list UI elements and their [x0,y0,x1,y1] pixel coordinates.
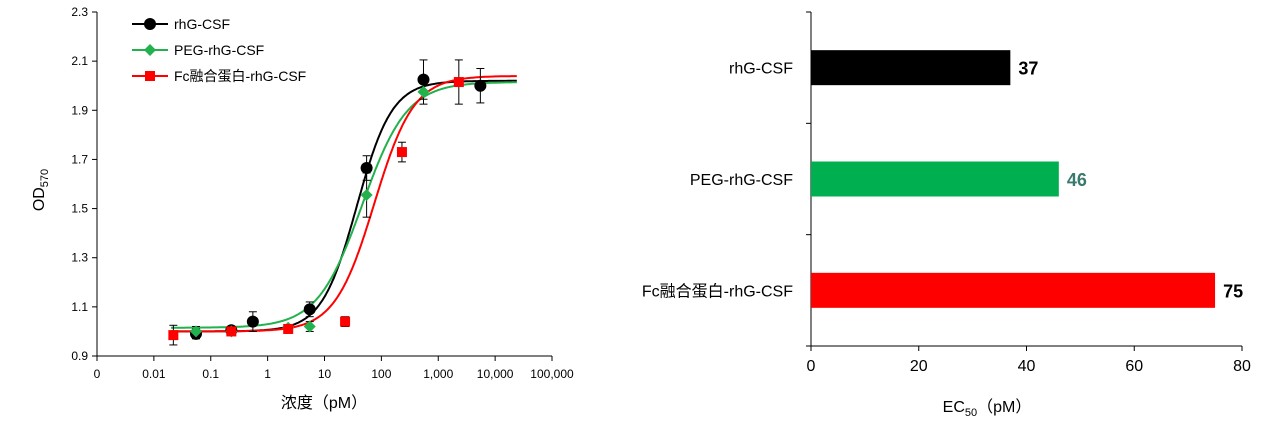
fit-curve-peg [171,81,517,329]
legend-marker-rhg [144,18,156,30]
y-axis-title-main: OD [31,187,48,211]
bar-3 [811,272,1216,308]
data-point-fc [283,323,294,334]
value-label: 46 [1067,170,1087,190]
x-axis-title-subscript: 50 [965,407,977,419]
data-point-rhg [474,79,487,92]
y-tick-label: 1.1 [71,300,88,314]
x-tick-label: 10,000 [477,367,514,381]
value-label: 37 [1018,59,1038,79]
bar-2 [811,161,1059,197]
x-tick-label: 10 [318,367,332,381]
data-point-rhg [360,162,373,175]
x-axis-ticks: 0 20 40 60 80 [807,346,1251,375]
x-axis-ticks: 0 0.01 0.1 1 10 100 1,000 10,000 100,000 [94,356,574,381]
y-tick-label: 2.1 [71,54,88,68]
data-point-fc [453,77,464,88]
y-tick-label: 0.9 [71,349,88,363]
fit-curve-rhg [171,79,517,333]
data-point-peg [417,85,430,98]
x-tick-label: 0 [807,358,816,375]
y-tick-label: 1.7 [71,152,88,166]
data-point-peg [360,189,373,202]
x-tick-label: 60 [1125,358,1143,375]
category-labels: rhG-CSF PEG-rhG-CSF Fc融合蛋白-rhG-CSF [642,61,793,301]
fit-curves [171,75,517,333]
x-axis-title: EC50（pM） [943,398,1032,419]
x-tick-label: 80 [1233,358,1251,375]
y-tick-label: 2.3 [71,5,88,19]
y-axis-title: OD570 [31,169,51,211]
legend: rhG-CSF PEG-rhG-CSF Fc融合蛋白-rhG-CSF [132,16,306,84]
legend-marker-peg [144,44,156,56]
x-tick-label: 40 [1018,358,1036,375]
x-axis-title: 浓度（pM） [281,394,367,412]
x-tick-label: 100 [371,367,391,381]
data-point-peg [189,325,202,338]
x-axis-title-main: EC [943,399,965,416]
bars [811,50,1216,308]
legend-marker-fc [145,71,155,81]
fit-curve-fc [171,75,517,333]
x-tick-label: 0 [94,367,101,381]
data-point-peg [303,320,316,333]
category-label: rhG-CSF [729,61,793,78]
y-axis-ticks: 0.9 1.1 1.3 1.5 1.7 1.9 2.1 2.3 [71,5,97,363]
category-label: PEG-rhG-CSF [690,172,793,189]
value-label: 75 [1223,281,1243,301]
dose-response-chart: 0.9 1.1 1.3 1.5 1.7 1.9 2.1 2.3 0 0.01 0.1 1 10 100 1… [31,5,574,412]
x-tick-label: 0.1 [202,367,219,381]
data-point-fc [168,330,179,341]
bar-1 [811,50,1011,86]
legend-label-peg: PEG-rhG-CSF [174,42,264,58]
y-tick-label: 1.3 [71,251,88,265]
legend-label-rhg: rhG-CSF [174,16,230,32]
x-tick-label: 0.01 [142,367,166,381]
value-labels: 37 46 75 [1018,59,1243,302]
x-tick-label: 100,000 [530,367,574,381]
data-point-rhg [303,303,316,316]
x-axis-title-unit: （pM） [977,398,1031,416]
x-tick-label: 1,000 [423,367,453,381]
data-point-fc [396,147,407,158]
category-label: Fc融合蛋白-rhG-CSF [642,282,793,300]
data-point-fc [340,316,351,327]
data-points [168,59,487,346]
data-point-fc [226,326,237,337]
x-tick-label: 1 [264,367,271,381]
x-tick-label: 20 [910,358,928,375]
data-point-rhg [246,315,259,328]
y-tick-label: 1.5 [71,202,88,216]
y-tick-label: 1.9 [71,103,88,117]
y-axis-title-subscript: 570 [39,169,51,187]
legend-label-fc: Fc融合蛋白-rhG-CSF [174,68,306,84]
